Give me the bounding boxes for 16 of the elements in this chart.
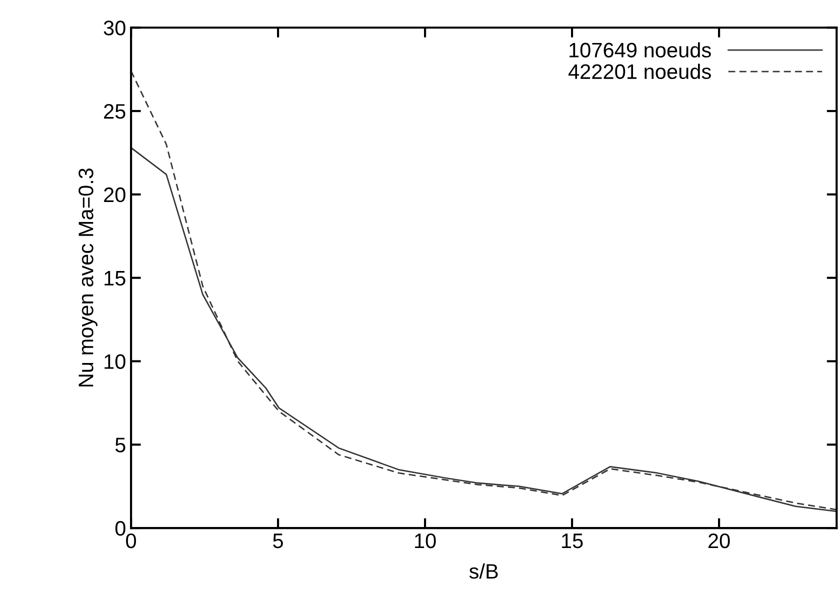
y-tick-label: 10 [104,354,126,369]
x-tick-label: 15 [562,534,583,548]
y-tick-label: 0 [115,521,126,536]
y-tick-label: 15 [104,271,126,286]
legend-label: 107649 noeuds [570,42,711,58]
y-tick-label: 5 [115,438,126,452]
y-tick-label: 30 [104,20,126,36]
x-tick-label: 20 [708,533,730,548]
x-tick-label: 5 [273,534,283,548]
y-axis-title: Nu moyen avec Ma=0.3 [78,168,98,386]
x-axis-title: s/B [469,563,498,579]
y-tick-label: 25 [104,104,126,119]
x-tick-label: 10 [415,533,436,548]
y-tick-label: 20 [104,187,126,202]
legend-label: 422201 noeuds [568,64,711,80]
x-tick-label: 0 [126,533,136,548]
